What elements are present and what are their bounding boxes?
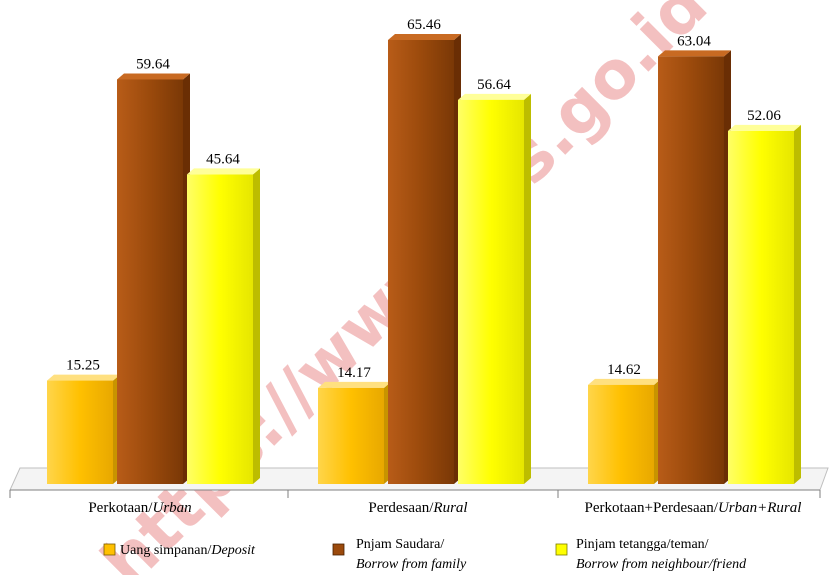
bar-deposit-urban <box>47 380 113 484</box>
data-label-family-urban: 59.64 <box>136 56 170 72</box>
category-labels: Perkotaan/Urban Perdesaan/Rural Perkotaa… <box>88 500 801 516</box>
bar-family-rural <box>388 40 454 484</box>
data-label-deposit-urban: 15.25 <box>66 358 100 374</box>
category-label-rural: Perdesaan/Rural <box>368 500 467 516</box>
bar-deposit-rural <box>318 387 384 484</box>
legend-label-family-line2: Borrow from family <box>356 557 467 572</box>
bar-deposit-rural-top <box>318 381 391 388</box>
data-label-deposit-rural: 14.17 <box>337 365 371 381</box>
bar-neighbour-rural-top <box>458 93 531 100</box>
bar-neighbour-urban-top <box>187 168 260 175</box>
category-label-urban-rural: Perkotaan+Perdesaan/Urban+Rural <box>585 500 802 516</box>
data-label-neighbour-rural: 56.64 <box>477 77 511 93</box>
legend: Uang simpanan/Deposit Pnjam Saudara/ Bor… <box>103 537 747 572</box>
bar-family-rural-top <box>388 34 461 40</box>
legend-swatch-neighbour <box>555 543 568 556</box>
bar-family-urban-top <box>117 73 190 80</box>
bars-layer: 15.25 14.17 14.62 59.64 65.46 63.04 45.64 56.64… <box>47 17 801 485</box>
data-label-deposit-urban-rural: 14.62 <box>607 362 641 378</box>
bar-family-urban-rural <box>658 56 724 484</box>
bar-neighbour-urban-rural <box>728 130 794 484</box>
bar-deposit-urban-rural <box>588 384 654 484</box>
legend-swatch-family <box>332 543 345 556</box>
bar-neighbour-urban-side <box>253 168 260 485</box>
bar-family-urban-rural-top <box>658 50 731 57</box>
data-label-family-urban-rural: 63.04 <box>677 33 711 49</box>
bar-deposit-urban-top <box>47 374 120 381</box>
bar-neighbour-urban-rural-top <box>728 124 801 131</box>
data-label-neighbour-urban: 45.64 <box>206 151 240 167</box>
bar-family-urban <box>117 79 183 484</box>
bar-neighbour-urban-rural-side <box>794 124 801 484</box>
data-label-family-rural: 65.46 <box>407 17 441 33</box>
legend-label-deposit: Uang simpanan/Deposit <box>120 543 256 558</box>
legend-label-family-line1: Pnjam Saudara/ <box>356 537 444 552</box>
bar-deposit-urban-rural-top <box>588 378 661 385</box>
legend-label-neighbour-line1: Pinjam tetangga/teman/ <box>576 537 709 552</box>
bar-neighbour-urban <box>187 174 253 485</box>
legend-label-neighbour-line2: Borrow from neighbour/friend <box>576 557 747 572</box>
data-label-neighbour-urban-rural: 52.06 <box>747 108 781 124</box>
category-label-urban: Perkotaan/Urban <box>88 500 191 516</box>
bar-neighbour-rural-side <box>524 93 531 485</box>
legend-swatch-deposit <box>103 543 116 556</box>
bar-neighbour-rural <box>458 99 524 485</box>
